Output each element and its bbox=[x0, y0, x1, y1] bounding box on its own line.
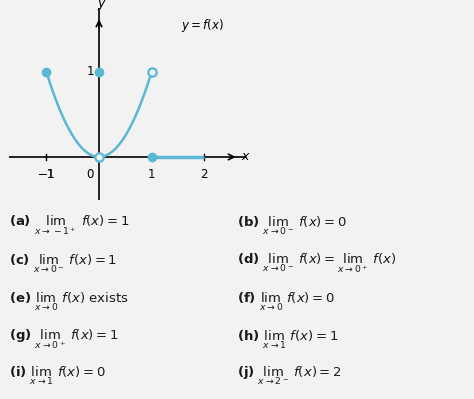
Text: $-1$: $-1$ bbox=[37, 168, 55, 181]
Text: $1$: $1$ bbox=[147, 168, 156, 181]
Text: $\mathbf{(f)}\ \underset{x\to 0}{\lim}\ f(x) = 0$: $\mathbf{(f)}\ \underset{x\to 0}{\lim}\ … bbox=[237, 290, 335, 313]
Text: $\mathbf{(a)}\ \underset{x\to-1^+}{\lim}\ f(x) = 1$: $\mathbf{(a)}\ \underset{x\to-1^+}{\lim}… bbox=[9, 213, 130, 237]
Text: $x$: $x$ bbox=[241, 150, 251, 164]
Text: $2$: $2$ bbox=[200, 168, 209, 181]
Text: $\mathbf{(b)}\ \underset{x\to 0^-}{\lim}\ f(x) = 0$: $\mathbf{(b)}\ \underset{x\to 0^-}{\lim}… bbox=[237, 214, 347, 237]
Text: $\mathbf{(h)}\ \underset{x\to 1}{\lim}\ f(x) = 1$: $\mathbf{(h)}\ \underset{x\to 1}{\lim}\ … bbox=[237, 328, 338, 351]
Text: $0$: $0$ bbox=[86, 168, 95, 181]
Text: $1$: $1$ bbox=[86, 65, 95, 78]
Text: $\mathbf{(e)}\ \underset{x\to 0}{\lim}\ f(x)\ \mathrm{exists}$: $\mathbf{(e)}\ \underset{x\to 0}{\lim}\ … bbox=[9, 290, 129, 313]
Text: $\mathbf{(j)}\ \underset{x\to 2^-}{\lim}\ f(x) = 2$: $\mathbf{(j)}\ \underset{x\to 2^-}{\lim}… bbox=[237, 364, 342, 387]
Text: $\mathbf{(c)}\ \underset{x\to 0^-}{\lim}\ f(x) = 1$: $\mathbf{(c)}\ \underset{x\to 0^-}{\lim}… bbox=[9, 252, 118, 275]
Text: $y = f(x)$: $y = f(x)$ bbox=[181, 16, 224, 34]
Text: $-1$: $-1$ bbox=[37, 168, 55, 181]
Text: $y$: $y$ bbox=[97, 0, 107, 12]
Text: $\mathbf{(i)}\ \underset{x\to 1}{\lim}\ f(x) = 0$: $\mathbf{(i)}\ \underset{x\to 1}{\lim}\ … bbox=[9, 364, 106, 387]
Text: $\mathbf{(g)}\ \underset{x\to 0^+}{\lim}\ f(x) = 1$: $\mathbf{(g)}\ \underset{x\to 0^+}{\lim}… bbox=[9, 327, 119, 351]
Text: $\mathbf{(d)}\ \underset{x\to 0^-}{\lim}\ f(x) = \underset{x\to 0^+}{\lim}\ f(x): $\mathbf{(d)}\ \underset{x\to 0^-}{\lim}… bbox=[237, 251, 396, 275]
